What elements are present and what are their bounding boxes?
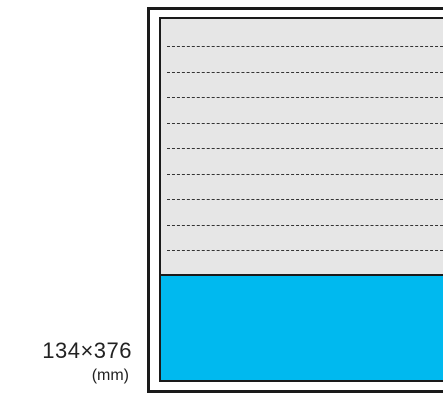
dashed-rule-line: [167, 97, 443, 98]
dashed-rule-line: [167, 72, 443, 73]
dimension-unit-label: (mm): [91, 367, 129, 384]
dashed-rule-line: [167, 250, 443, 251]
blue-panel: [161, 276, 443, 380]
inner-frame: [159, 17, 443, 382]
dashed-rule-line: [167, 225, 443, 226]
outer-frame: [147, 7, 443, 393]
dashed-rule-line: [167, 199, 443, 200]
dashed-rule-line: [167, 123, 443, 124]
section-divider: [161, 274, 443, 276]
dimension-size-label: 134×376: [42, 338, 132, 363]
dashed-rule-line: [167, 174, 443, 175]
lined-writing-area: [161, 19, 443, 277]
dimension-caption: 134×376 (mm): [0, 338, 132, 386]
dashed-rule-line: [167, 46, 443, 47]
dashed-rule-line: [167, 148, 443, 149]
